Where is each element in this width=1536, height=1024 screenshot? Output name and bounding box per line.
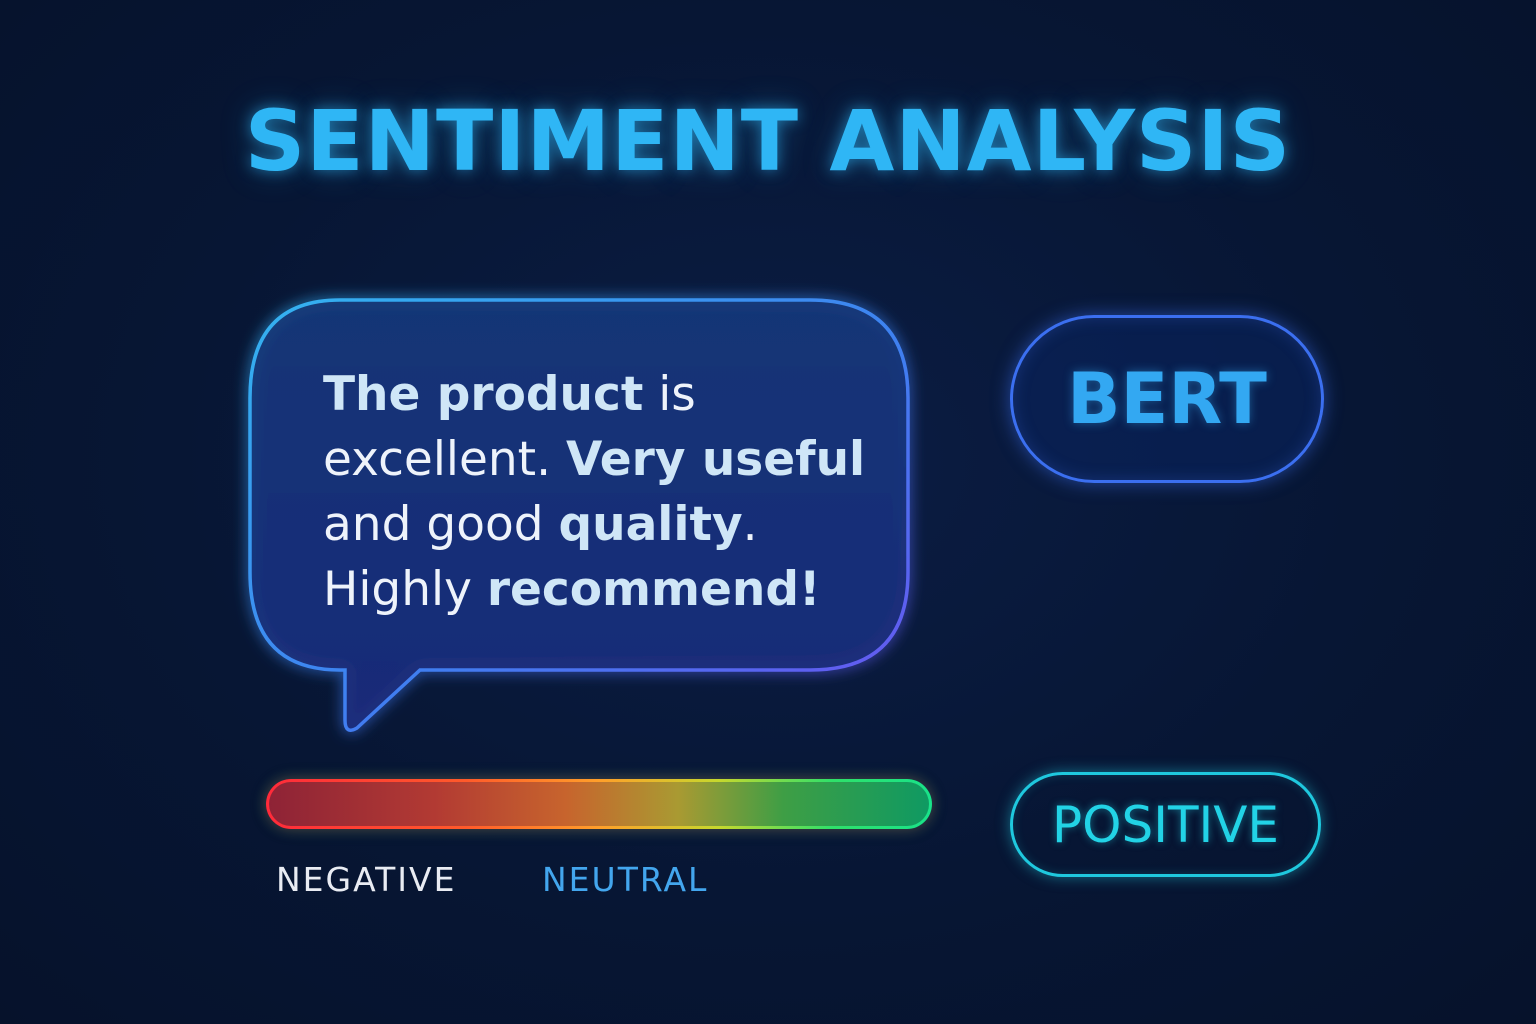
review-segment: quality: [558, 497, 743, 552]
review-segment: recommend!: [486, 562, 821, 617]
review-segment: . Highly: [323, 497, 758, 617]
review-speech-bubble: The product is excellent. Very useful an…: [240, 290, 920, 740]
model-label: BERT: [1067, 358, 1267, 440]
review-segment: Very useful: [565, 432, 866, 487]
neutral-label: NEUTRAL: [542, 860, 709, 899]
negative-label: NEGATIVE: [276, 860, 457, 899]
review-segment: and good: [323, 497, 559, 552]
model-badge: BERT: [1010, 315, 1324, 483]
speech-bubble-shape: [248, 298, 910, 732]
review-segment: is excellent.: [323, 367, 696, 487]
page-title: SENTIMENT ANALYSIS: [244, 92, 1292, 190]
review-text: The product is excellent. Very useful an…: [323, 362, 903, 622]
result-label: POSITIVE: [1051, 795, 1280, 854]
result-badge: POSITIVE: [1010, 772, 1321, 877]
review-segment: The product: [323, 367, 644, 422]
sentiment-gradient-bar: [266, 779, 932, 829]
